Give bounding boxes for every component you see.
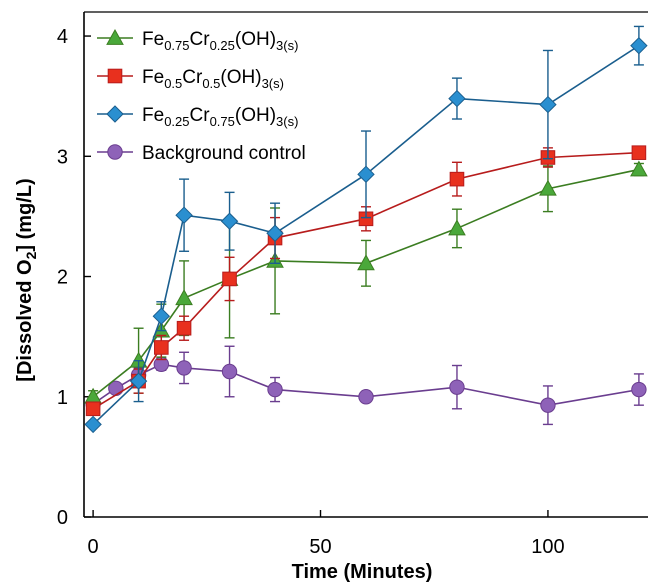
data-point — [107, 68, 123, 84]
series-3 — [85, 345, 647, 426]
data-point — [220, 212, 239, 230]
data-point — [222, 271, 237, 287]
data-point — [152, 307, 171, 325]
data-point — [267, 381, 283, 398]
series-line — [92, 151, 639, 410]
data-point — [84, 415, 102, 434]
legend-label: Background control — [142, 143, 306, 164]
data-point — [129, 372, 148, 390]
data-point — [175, 206, 193, 224]
x-tick-label: 100 — [531, 536, 564, 558]
data-point — [631, 381, 647, 398]
data-point — [107, 144, 123, 160]
data-point — [221, 363, 238, 380]
y-tick-label: 4 — [57, 26, 68, 48]
data-point — [539, 179, 557, 196]
legend-label: Fe0.5Cr0.5(OH)3(s) — [142, 67, 284, 91]
legend-item: Fe0.5Cr0.5(OH)3(s) — [97, 67, 284, 91]
data-point — [106, 105, 124, 123]
legend-label: Fe0.75Cr0.25(OH)3(s) — [142, 29, 298, 53]
data-point — [357, 165, 375, 184]
data-point — [176, 360, 192, 376]
series-line — [92, 168, 640, 398]
y-tick-label: 3 — [57, 146, 68, 168]
data-point — [154, 340, 169, 355]
data-point — [358, 389, 374, 405]
legend-item: Fe0.75Cr0.25(OH)3(s) — [97, 28, 298, 53]
legend-label: Fe0.25Cr0.75(OH)3(s) — [142, 105, 298, 129]
x-tick-label: 50 — [309, 536, 331, 558]
data-point — [84, 387, 102, 404]
plot-area — [83, 11, 648, 518]
data-point — [630, 160, 648, 177]
data-point — [630, 36, 648, 55]
data-series — [84, 25, 648, 434]
y-tick-label: 1 — [57, 387, 68, 409]
data-point — [176, 320, 192, 336]
data-point — [448, 219, 466, 236]
y-axis-title: [Dissolved O2] (mg/L) — [14, 178, 39, 381]
y-tick-label: 0 — [57, 507, 68, 529]
x-axis-title: Time (Minutes) — [292, 561, 433, 582]
data-point — [539, 95, 557, 114]
data-point — [449, 171, 465, 187]
legend-item: Fe0.25Cr0.75(OH)3(s) — [97, 105, 298, 129]
axis-ticks: 0 1 2 3 4 0 50 100 — [57, 26, 565, 558]
data-point — [175, 289, 193, 306]
y-tick-label: 2 — [57, 267, 68, 289]
legend-item: Background control — [97, 143, 306, 164]
data-point — [266, 224, 284, 242]
legend: Fe0.75Cr0.25(OH)3(s) Fe0.5Cr0.5(OH)3(s) Fe… — [97, 28, 306, 164]
x-tick-label: 0 — [88, 536, 99, 558]
data-point — [449, 379, 465, 395]
data-point — [448, 89, 466, 108]
data-point — [85, 401, 101, 417]
series-2 — [84, 25, 648, 434]
data-point — [357, 254, 375, 271]
data-point — [631, 145, 647, 160]
series-line — [92, 44, 640, 425]
data-point — [540, 397, 556, 413]
data-point — [106, 28, 124, 45]
